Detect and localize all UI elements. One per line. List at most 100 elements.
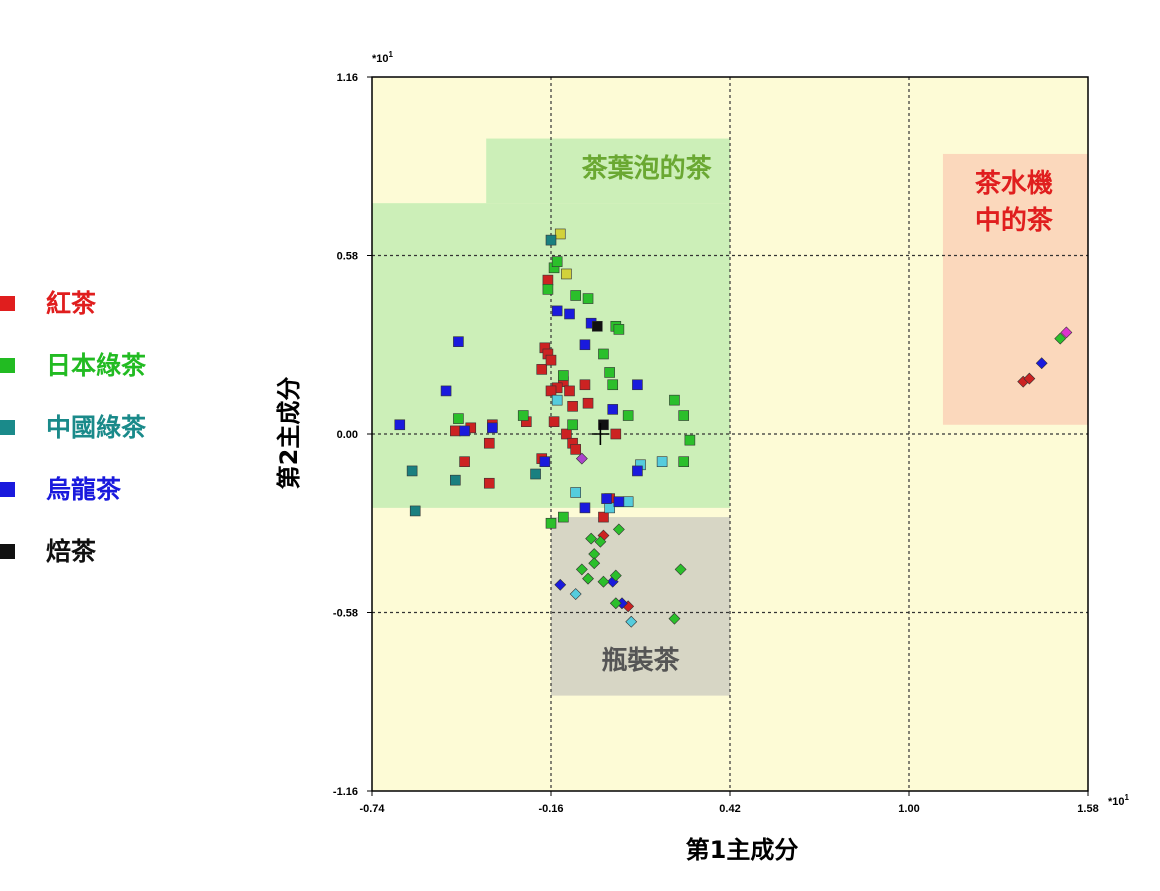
data-point <box>453 336 464 347</box>
grid-lines <box>372 77 1088 791</box>
legend-swatch <box>0 296 15 311</box>
legend-swatch <box>0 482 15 497</box>
data-point <box>459 425 470 437</box>
data-point <box>453 413 464 424</box>
y-tick-label: -0.58 <box>333 608 358 620</box>
data-point <box>674 563 687 576</box>
data-point <box>1023 372 1036 385</box>
data-point <box>440 385 452 397</box>
data-point <box>598 511 609 523</box>
region-label: 茶水機 <box>975 169 1053 199</box>
data-point <box>625 615 638 628</box>
data-point <box>564 308 575 320</box>
data-point <box>570 444 581 455</box>
data-point <box>610 428 622 440</box>
y-tick-label: 1.16 <box>337 72 358 84</box>
data-point <box>487 422 498 434</box>
legend-swatch <box>0 420 15 435</box>
data-point <box>582 293 594 304</box>
x-tick-label: 1.58 <box>1077 803 1098 815</box>
data-point <box>668 612 681 625</box>
data-point <box>517 410 529 421</box>
data-point <box>622 410 634 421</box>
data-point <box>551 305 563 317</box>
legend-label: 烏龍茶 <box>46 475 122 504</box>
x-multiplier: *101 <box>1108 793 1130 808</box>
data-point <box>579 379 591 391</box>
data-point <box>604 502 615 514</box>
y-tick-label: -1.16 <box>333 786 358 798</box>
data-point <box>613 496 625 508</box>
region-label: 中的茶 <box>975 205 1054 236</box>
data-point <box>483 437 495 449</box>
data-point <box>551 256 563 267</box>
data-point <box>684 434 696 446</box>
data-points <box>394 228 1073 628</box>
data-point <box>607 404 619 415</box>
data-point <box>567 401 578 412</box>
data-point <box>601 493 612 504</box>
axis-ticks: -0.74 -0.16 0.42 1.00 1.58 1.16 0.58 0.00 -0.58 -… <box>333 72 1099 815</box>
data-point <box>450 425 461 437</box>
data-point <box>613 324 625 335</box>
data-point <box>656 456 668 467</box>
data-point <box>632 379 643 391</box>
data-point <box>459 456 470 467</box>
region-2 <box>551 517 730 696</box>
data-point <box>1054 332 1067 345</box>
data-point <box>545 385 557 397</box>
data-point <box>564 385 575 397</box>
data-point <box>622 496 634 508</box>
data-point <box>609 569 622 582</box>
data-point <box>545 234 557 246</box>
data-point <box>582 397 594 409</box>
data-point <box>1035 357 1048 370</box>
legend-swatch <box>0 544 15 559</box>
data-point <box>598 348 609 360</box>
data-point <box>542 284 554 295</box>
data-point <box>483 477 495 489</box>
data-point <box>597 575 610 588</box>
x-tick-label: 0.42 <box>719 803 740 815</box>
data-point <box>551 394 563 406</box>
data-point <box>539 456 551 467</box>
data-point <box>567 419 578 431</box>
data-point <box>594 535 607 548</box>
data-point <box>545 517 557 529</box>
centroid-cross <box>591 423 610 445</box>
data-point <box>579 502 591 514</box>
data-point <box>542 274 554 286</box>
data-point <box>678 410 690 421</box>
x-tick-label: 1.00 <box>898 803 919 815</box>
data-point <box>570 290 581 301</box>
data-point <box>554 228 566 240</box>
data-point <box>575 563 588 576</box>
data-point <box>561 268 572 280</box>
x-tick-label: -0.16 <box>538 803 563 815</box>
data-point <box>585 532 598 545</box>
data-point <box>575 452 588 465</box>
region-1 <box>486 138 730 204</box>
data-point <box>545 354 557 366</box>
legend-label: 日本綠茶 <box>46 351 147 380</box>
x-axis-title: 第1主成分 <box>686 836 799 864</box>
legend-label: 焙茶 <box>46 537 97 566</box>
region-3 <box>942 153 1088 425</box>
data-point <box>558 370 569 381</box>
data-point <box>588 557 601 570</box>
data-point <box>570 487 581 498</box>
legend-swatch <box>0 358 15 373</box>
y-axis-title: 第2主成分 <box>275 377 303 490</box>
legend-label: 紅茶 <box>46 289 97 318</box>
region-label: 茶葉泡的茶 <box>582 153 713 184</box>
data-point <box>607 379 619 391</box>
data-point <box>530 468 541 480</box>
data-point <box>569 588 582 600</box>
data-point <box>604 367 615 378</box>
data-point <box>632 465 643 477</box>
data-point <box>394 419 406 431</box>
data-point <box>409 505 421 517</box>
data-point <box>558 511 569 523</box>
y-tick-label: 0.58 <box>337 251 358 263</box>
